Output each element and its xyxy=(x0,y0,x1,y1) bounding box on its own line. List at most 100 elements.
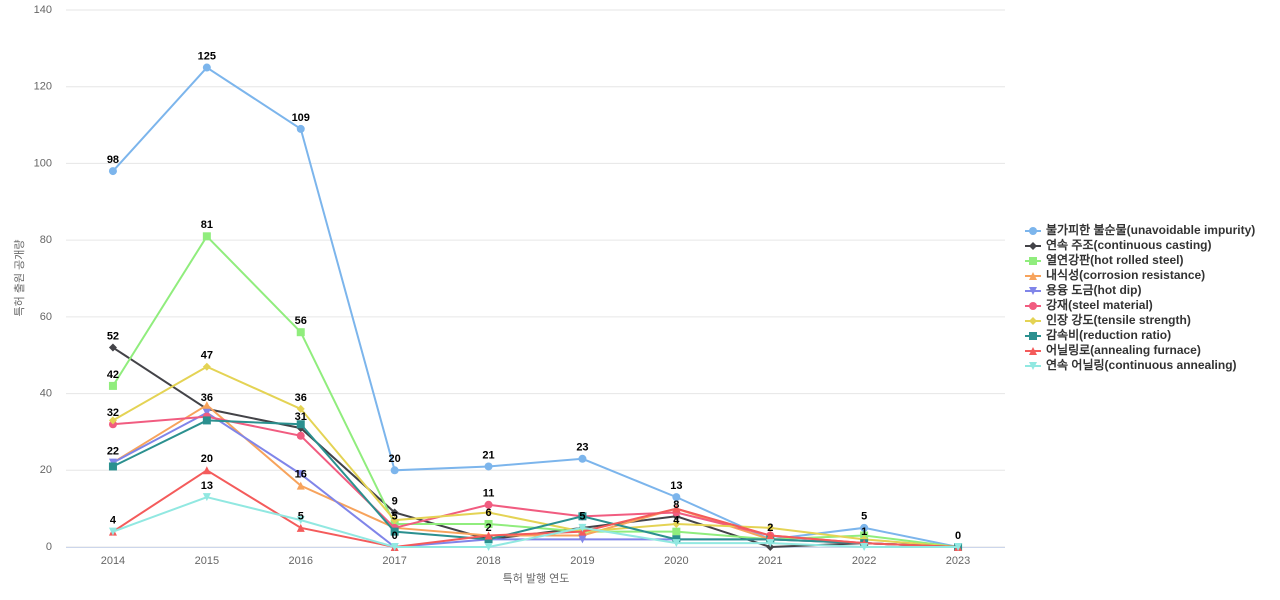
data-label: 21 xyxy=(482,449,494,461)
data-label: 5 xyxy=(861,511,867,523)
marker xyxy=(296,431,305,440)
marker xyxy=(390,543,399,551)
data-label: 125 xyxy=(198,50,216,62)
y-axis-title: 특허 출원 공개량 xyxy=(13,240,26,317)
data-label: 109 xyxy=(292,112,310,124)
marker xyxy=(108,416,117,425)
data-label: 13 xyxy=(670,480,682,492)
y-tick-label: 140 xyxy=(34,4,52,16)
data-label: 32 xyxy=(107,407,119,419)
line xyxy=(112,419,959,548)
legend-label: 용융 도금(hot dip) xyxy=(1046,282,1141,297)
x-tick-label: 2017 xyxy=(382,555,406,567)
marker xyxy=(578,512,587,521)
marker xyxy=(1029,257,1037,265)
x-tick-label: 2019 xyxy=(570,555,594,567)
marker xyxy=(202,362,211,371)
y-tick-label: 120 xyxy=(34,81,52,93)
data-label: 36 xyxy=(201,392,213,404)
data-label: 6 xyxy=(485,507,491,519)
marker xyxy=(202,401,211,410)
y-tick-label: 20 xyxy=(40,464,52,476)
legend-label: 불가피한 불순물(unavoidable impurity) xyxy=(1046,222,1255,237)
marker xyxy=(390,527,399,536)
data-label: 20 xyxy=(389,453,401,465)
series xyxy=(108,362,963,551)
marker xyxy=(202,466,211,475)
marker xyxy=(296,523,305,532)
marker xyxy=(296,516,305,525)
marker xyxy=(484,500,493,509)
marker xyxy=(296,420,305,429)
marker xyxy=(296,404,305,413)
legend-label: 열연강판(hot rolled steel) xyxy=(1046,252,1184,267)
data-label: 2 xyxy=(767,522,773,534)
marker xyxy=(108,462,117,471)
data-label: 31 xyxy=(295,411,307,423)
line xyxy=(112,496,959,548)
marker xyxy=(108,527,117,536)
marker xyxy=(202,232,211,241)
data-label: 47 xyxy=(201,350,213,362)
data-label: 98 xyxy=(107,154,119,166)
data-label: 56 xyxy=(295,315,307,327)
marker xyxy=(108,167,117,176)
marker xyxy=(1029,362,1037,370)
marker xyxy=(1029,302,1037,310)
x-tick-label: 2016 xyxy=(289,555,313,567)
marker xyxy=(578,535,587,544)
marker xyxy=(1029,227,1037,235)
marker xyxy=(484,531,493,540)
marker xyxy=(296,481,305,490)
marker xyxy=(672,539,681,548)
marker xyxy=(578,454,587,463)
marker xyxy=(766,539,775,548)
marker xyxy=(672,527,681,536)
marker xyxy=(766,531,775,540)
data-label: 1 xyxy=(861,526,867,538)
data-label: 81 xyxy=(201,219,213,231)
marker xyxy=(296,328,305,337)
data-label: 4 xyxy=(673,515,680,527)
marker xyxy=(1029,317,1037,325)
marker xyxy=(202,493,211,502)
line xyxy=(112,346,959,549)
marker xyxy=(1029,272,1037,280)
data-label: 36 xyxy=(295,392,307,404)
x-axis-title: 특허 발행 연도 xyxy=(503,572,570,585)
data-label: 4 xyxy=(110,515,117,527)
marker xyxy=(202,63,211,72)
series xyxy=(108,343,963,551)
marker xyxy=(1029,287,1037,295)
data-label: 42 xyxy=(107,369,119,381)
marker xyxy=(1029,347,1037,355)
marker xyxy=(390,508,399,517)
marker xyxy=(202,416,211,425)
data-label: 11 xyxy=(483,488,495,500)
data-label: 16 xyxy=(295,469,307,481)
legend-label: 감속비(reduction ratio) xyxy=(1046,327,1171,342)
marker xyxy=(672,504,681,513)
data-label: 0 xyxy=(955,530,961,542)
marker xyxy=(954,543,963,551)
marker xyxy=(296,124,305,133)
data-label: 52 xyxy=(107,330,119,342)
y-tick-label: 80 xyxy=(40,234,52,246)
legend-label: 연속 어닐링(continuous annealing) xyxy=(1046,357,1237,372)
legend-label: 내식성(corrosion resistance) xyxy=(1046,267,1205,282)
marker xyxy=(578,523,587,532)
series xyxy=(108,63,963,551)
line xyxy=(112,234,959,548)
marker xyxy=(1029,332,1037,340)
marker xyxy=(766,523,775,532)
legend-label: 어닐링로(annealing furnace) xyxy=(1046,342,1201,357)
marker xyxy=(672,493,681,502)
series xyxy=(108,493,963,551)
data-label: 9 xyxy=(392,495,398,507)
x-tick-label: 2014 xyxy=(101,555,125,567)
marker xyxy=(484,508,493,517)
y-tick-label: 0 xyxy=(46,541,52,553)
data-label: 22 xyxy=(107,446,119,458)
x-tick-label: 2023 xyxy=(946,555,970,567)
